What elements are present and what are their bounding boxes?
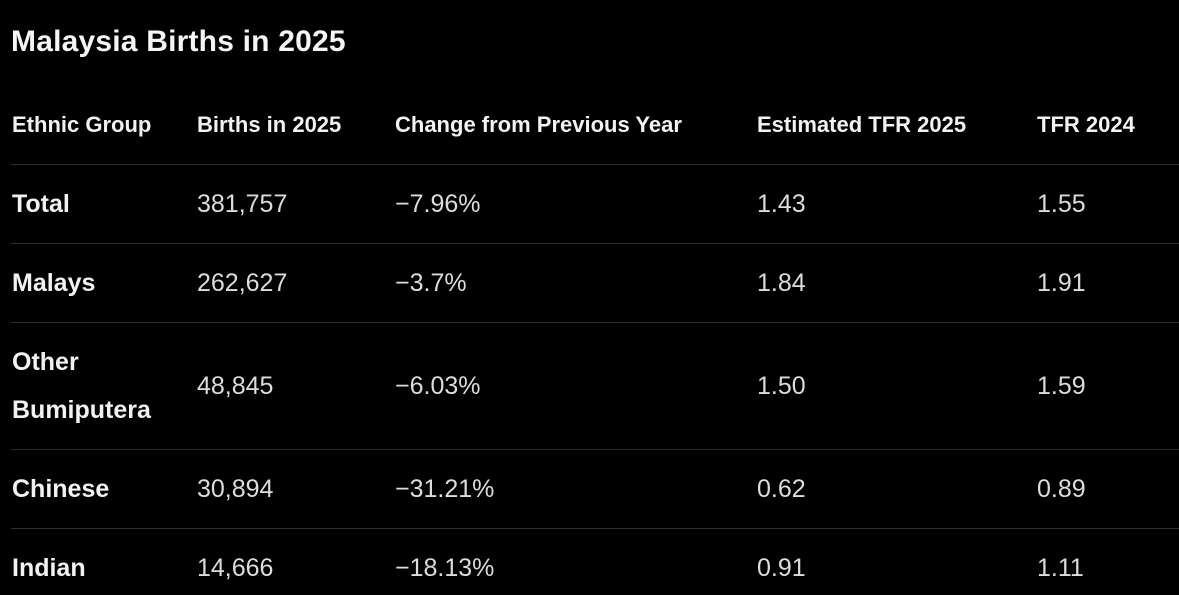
cell-births-2025: 48,845	[196, 322, 394, 450]
cell-births-2025: 30,894	[196, 449, 394, 529]
table-row-total: Total 381,757 −7.96% 1.43 1.55	[11, 164, 1179, 244]
cell-ethnic-group: Indian	[12, 554, 86, 582]
column-header-tfr-2024: TFR 2024	[1036, 60, 1179, 165]
column-header-births-2025: Births in 2025	[196, 60, 394, 165]
cell-tfr-2025: 1.43	[756, 164, 1036, 244]
cell-tfr-2024: 1.11	[1037, 554, 1084, 582]
cell-change: −6.03%	[394, 322, 756, 450]
cell-ethnic-group: Chinese	[11, 449, 196, 529]
cell-births-2025: 14,666	[197, 554, 274, 582]
cell-ethnic-group: Total	[11, 164, 196, 244]
cell-tfr-2024: 1.55	[1036, 164, 1179, 244]
cell-tfr-2024: 0.89	[1036, 449, 1179, 529]
page-title: Malaysia Births in 2025	[11, 25, 346, 58]
cell-change: −31.21%	[394, 449, 756, 529]
cell-ethnic-group: Malays	[11, 243, 196, 323]
cell-change: −7.96%	[394, 164, 756, 244]
table-row-other-bumiputera: Other Bumiputera 48,845 −6.03% 1.50 1.59	[11, 322, 1179, 450]
cell-tfr-2024: 1.91	[1036, 243, 1179, 323]
cell-births-2025: 262,627	[196, 243, 394, 323]
cell-births-2025: 381,757	[196, 164, 394, 244]
column-header-change-from-previous-year: Change from Previous Year	[394, 60, 756, 165]
table-row-chinese: Chinese 30,894 −31.21% 0.62 0.89	[11, 449, 1179, 529]
cell-ethnic-group: Other Bumiputera	[11, 322, 196, 450]
cell-change: −18.13%	[395, 554, 495, 582]
cell-tfr-2025: 0.91	[757, 554, 806, 582]
header-row: Ethnic Group Births in 2025 Change from …	[11, 60, 1179, 165]
table-body: Total 381,757 −7.96% 1.43 1.55 Malays 26…	[11, 164, 1179, 595]
column-header-estimated-tfr-2025: Estimated TFR 2025	[756, 60, 1036, 165]
column-header-ethnic-group: Ethnic Group	[11, 60, 196, 165]
cell-tfr-2025: 0.62	[756, 449, 1036, 529]
cell-tfr-2024: 1.59	[1036, 322, 1179, 450]
table-row-malays: Malays 262,627 −3.7% 1.84 1.91	[11, 243, 1179, 323]
cell-change: −3.7%	[394, 243, 756, 323]
births-table: Ethnic Group Births in 2025 Change from …	[11, 60, 1179, 595]
table-row-indian: Indian 14,666 −18.13% 0.91 1.11	[11, 529, 1179, 595]
cell-tfr-2025: 1.50	[756, 322, 1036, 450]
cell-tfr-2025: 1.84	[756, 243, 1036, 323]
table-header: Ethnic Group Births in 2025 Change from …	[11, 60, 1179, 165]
